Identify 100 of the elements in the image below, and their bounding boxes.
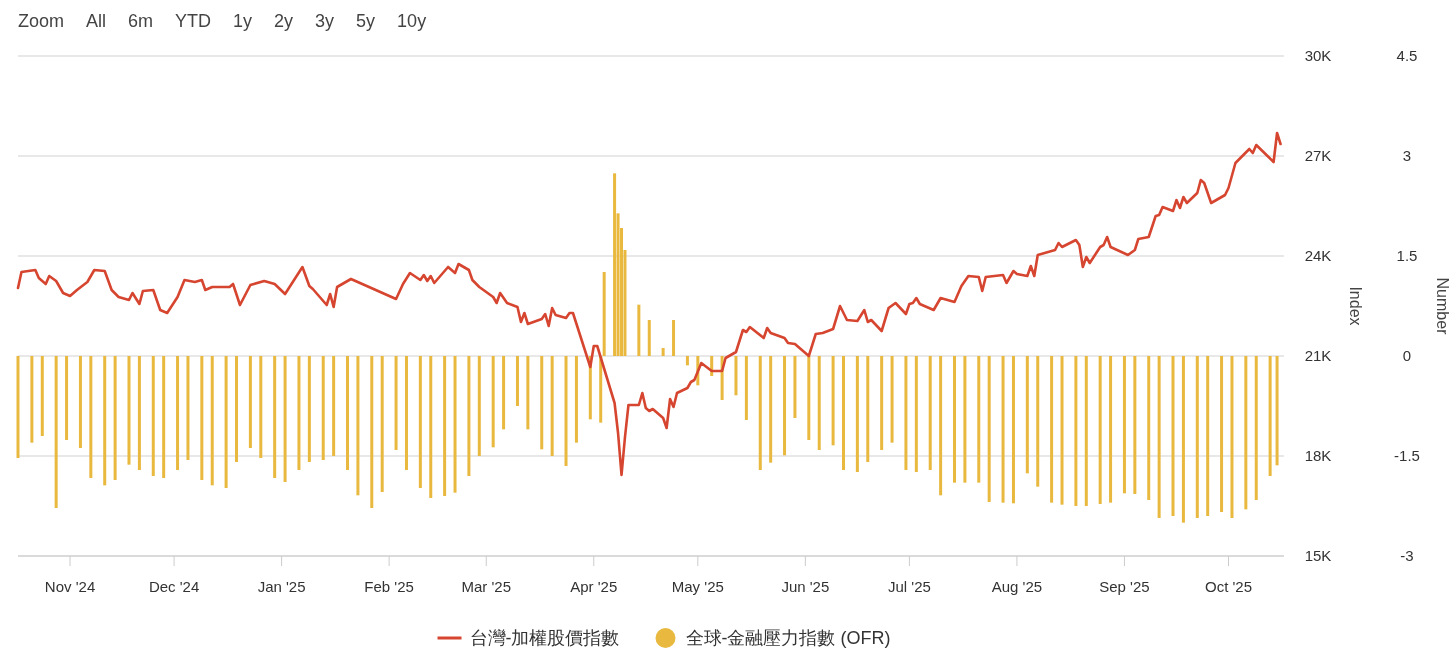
bar (1147, 356, 1151, 500)
bar (574, 356, 578, 443)
bar (637, 304, 641, 356)
bar (866, 356, 870, 462)
bar (467, 356, 471, 476)
bar (273, 356, 277, 478)
bar (1195, 356, 1199, 518)
bar (453, 356, 457, 493)
bar (647, 320, 651, 356)
bar (550, 356, 554, 456)
bar (356, 356, 360, 496)
bar (1050, 356, 1054, 503)
y-axis-title: Index (1347, 286, 1364, 326)
bar (210, 356, 214, 486)
bar (842, 356, 845, 470)
bar (16, 356, 20, 458)
x-tick-label: Nov '24 (44, 578, 96, 595)
bar (54, 356, 58, 508)
bar (332, 356, 336, 456)
bar (259, 356, 263, 458)
x-tick-label: Jul '25 (887, 578, 931, 595)
bar (613, 173, 617, 356)
bar (40, 356, 44, 436)
x-tick-label: Sep '25 (1099, 578, 1150, 595)
y2-tick-label: 4.5 (1396, 47, 1418, 64)
bar (89, 356, 93, 478)
bar (904, 356, 908, 470)
x-tick-label: Apr '25 (570, 578, 618, 595)
y2-axis-title: Number (1434, 277, 1451, 336)
bar (200, 356, 204, 480)
bar (952, 356, 956, 483)
y-tick-label: 27K (1304, 147, 1332, 164)
bar (807, 356, 811, 440)
bar (1220, 356, 1224, 512)
bar (1157, 356, 1161, 518)
bar (1098, 356, 1102, 504)
bar (418, 356, 422, 488)
bar (477, 356, 481, 456)
bar (744, 356, 748, 420)
text: 1y (233, 11, 253, 31)
bar (394, 356, 398, 450)
bar (928, 356, 932, 470)
bar (103, 356, 107, 486)
bar (113, 356, 117, 480)
bar (890, 356, 894, 443)
bar (758, 356, 762, 470)
legend-label: 台灣-加權股價指數 (469, 628, 620, 648)
text: 10y (397, 11, 427, 31)
text: YTD (175, 11, 212, 31)
bar (1084, 356, 1088, 506)
bar (564, 356, 568, 466)
y-tick-label: 24K (1304, 247, 1332, 264)
x-tick-label: Jun '25 (781, 578, 830, 595)
bar (1181, 356, 1185, 523)
bar (914, 356, 918, 472)
bar (370, 356, 374, 508)
x-tick-label: Oct '25 (1204, 578, 1253, 595)
bar (65, 356, 69, 440)
bar (977, 356, 981, 483)
bar (1001, 356, 1005, 503)
bar (734, 356, 738, 396)
y-tick-label: 18K (1304, 447, 1332, 464)
bar (783, 356, 787, 456)
bar (1171, 356, 1175, 516)
bar (283, 356, 287, 482)
y-tick-label: 21K (1304, 347, 1332, 364)
bar (137, 356, 141, 470)
y-tick-label: 30K (1304, 47, 1332, 64)
bar (540, 356, 544, 450)
bar (526, 356, 530, 430)
y2-tick-label: -3 (1400, 547, 1414, 564)
bar (831, 356, 835, 446)
bar (685, 356, 689, 366)
text: 6m (128, 11, 154, 31)
bar (380, 356, 384, 492)
bar (880, 356, 884, 450)
bar (346, 356, 350, 470)
x-tick-label: Jan '25 (257, 578, 306, 595)
y2-tick-label: -1.5 (1394, 447, 1420, 464)
bar (186, 356, 190, 460)
bar (321, 356, 325, 460)
bar (1254, 356, 1258, 500)
text: All (86, 11, 107, 31)
bar (127, 356, 131, 465)
bar (404, 356, 408, 470)
bar (1244, 356, 1248, 510)
bar (817, 356, 821, 450)
x-tick-label: Mar '25 (461, 578, 512, 595)
bar (502, 356, 506, 430)
bar (963, 356, 967, 483)
bar (1230, 356, 1234, 518)
bar (1268, 356, 1272, 476)
bar (661, 348, 665, 356)
bar (1060, 356, 1064, 505)
x-tick-label: Feb '25 (364, 578, 414, 595)
bar (248, 356, 252, 448)
legend-label: 全球-金融壓力指數 (OFR) (685, 628, 891, 648)
bar (307, 356, 311, 462)
line-series (16, 131, 1282, 477)
bar (1011, 356, 1015, 504)
